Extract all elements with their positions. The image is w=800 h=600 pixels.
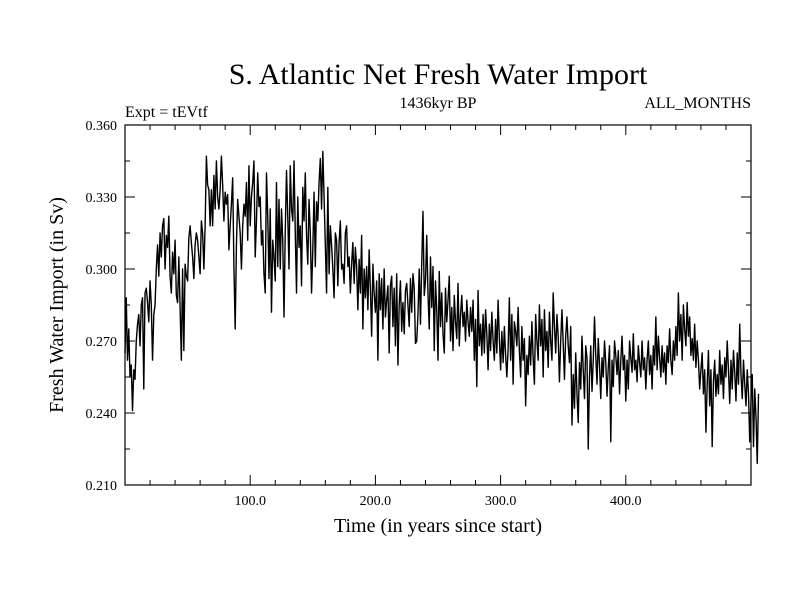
y-tick-label: 0.270 xyxy=(86,335,118,350)
x-tick-label: 400.0 xyxy=(610,494,642,509)
chart-subtitle-right: ALL_MONTHS xyxy=(644,95,751,112)
x-tick-label: 100.0 xyxy=(234,494,266,509)
y-tick-label: 0.210 xyxy=(86,479,118,494)
x-tick-label: 300.0 xyxy=(485,494,517,509)
y-axis-label: Fresh Water Import (in Sv) xyxy=(46,197,68,413)
axis-tick-labels: 100.0 200.0 300.0 400.0 0.210 0.240 0.270 0.300… xyxy=(86,119,642,509)
series-line xyxy=(124,150,760,465)
y-tick-label: 0.360 xyxy=(86,119,118,134)
chart-subtitle-left: Expt = tEVtf xyxy=(125,104,208,121)
x-tick-label: 200.0 xyxy=(360,494,392,509)
plot-frame xyxy=(124,124,752,486)
axis-ticks xyxy=(125,125,751,485)
y-tick-label: 0.330 xyxy=(86,191,118,206)
chart-title: S. Atlantic Net Fresh Water Import xyxy=(229,58,648,91)
chart-subtitle-center: 1436kyr BP xyxy=(400,95,477,112)
y-tick-label: 0.240 xyxy=(86,407,118,422)
x-axis-label: Time (in years since start) xyxy=(334,515,542,537)
y-tick-label: 0.300 xyxy=(86,263,118,278)
